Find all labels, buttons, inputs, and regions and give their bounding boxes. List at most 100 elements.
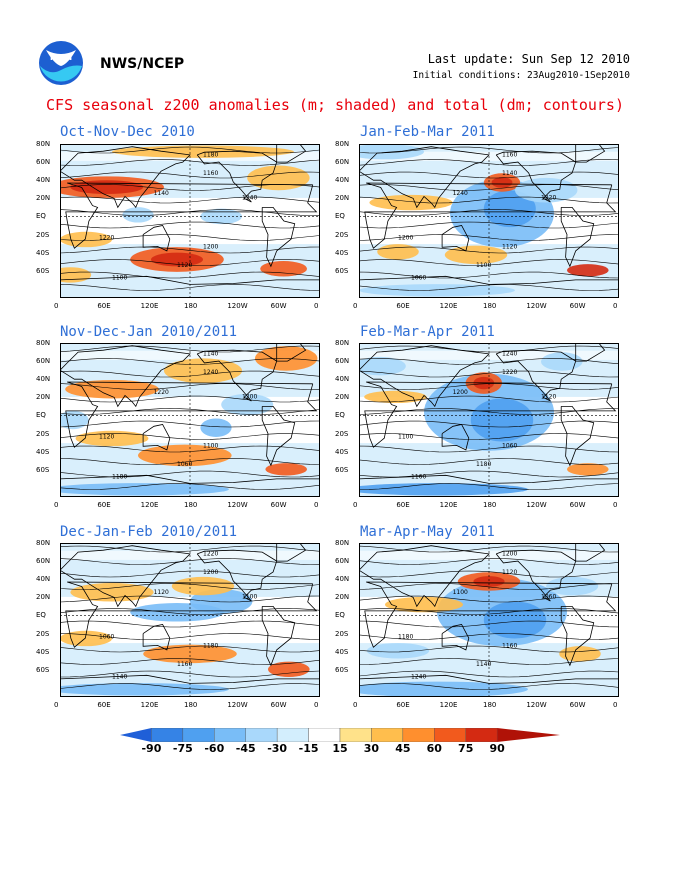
contour-label: 1060 [541, 593, 556, 600]
lat-label: EQ [335, 411, 345, 420]
lat-label: 80N [335, 339, 350, 347]
lat-label: 20S [335, 230, 349, 239]
panel-title: Jan-Feb-Mar 2011 [360, 124, 495, 140]
contour-label: 1120 [177, 262, 192, 269]
lat-label: 60S [36, 465, 50, 474]
contour-label: 1160 [411, 474, 426, 481]
lat-label: 60N [335, 158, 350, 167]
lon-label: 0 [353, 701, 358, 709]
lon-label: 0 [54, 501, 59, 509]
contour-label: 1100 [453, 589, 468, 596]
contour-label: 1140 [154, 190, 169, 197]
contour-label: 1240 [411, 674, 426, 681]
lat-label: 20S [335, 629, 349, 638]
lon-label: 180 [184, 302, 198, 310]
lon-label: 60E [396, 501, 410, 509]
contour-label: 1240 [502, 350, 517, 357]
colorbar-tick-label: -75 [172, 742, 193, 755]
contour-label: 1220 [203, 550, 218, 557]
lat-label: 80N [335, 140, 350, 148]
lat-label: 40N [36, 575, 51, 584]
lon-label: 60E [97, 302, 111, 310]
lon-label: 120W [526, 701, 547, 709]
lon-label: 60W [270, 701, 287, 709]
map-panel: 1240 1220 1200 1120 1100 1060 1180 1160 [359, 343, 619, 497]
lat-label: 60N [335, 357, 350, 366]
lon-label: 60W [270, 302, 287, 310]
contour-label: 1200 [203, 569, 218, 576]
contour-label: 1140 [203, 350, 218, 357]
lat-label: 20S [36, 429, 50, 438]
panel-title: Feb-Mar-Apr 2011 [360, 324, 495, 340]
lon-label: 120E [140, 501, 159, 509]
lat-label: 40S [335, 447, 349, 456]
lat-label: 20N [36, 194, 51, 203]
colorbar-tick-label: 75 [458, 742, 474, 755]
initial-conditions: Initial conditions: 23Aug2010-1Sep2010 [412, 70, 630, 81]
colorbar-tick-label: 60 [426, 742, 442, 755]
contour-label: 1100 [112, 275, 127, 282]
contour-label: 1240 [453, 190, 468, 197]
map-panel: 1220 1200 1120 1100 1060 1180 1160 1140 [60, 543, 320, 697]
colorbar-tick-label: -60 [204, 742, 225, 755]
lon-label: 0 [54, 701, 59, 709]
lat-label: 40N [36, 176, 51, 185]
lat-label: 40S [36, 447, 50, 456]
contour-label: 1120 [502, 244, 517, 251]
contour-label: 1100 [242, 593, 257, 600]
lat-label: 60N [335, 557, 350, 566]
lat-label: EQ [36, 212, 46, 221]
contour-label: 1060 [177, 461, 192, 468]
lat-label: EQ [335, 611, 345, 620]
lon-label: 120E [439, 302, 458, 310]
lon-label: 0 [314, 501, 319, 509]
contour-label: 1200 [502, 550, 517, 557]
lon-label: 180 [483, 302, 497, 310]
lat-label: 20N [335, 393, 350, 402]
panel-title: Nov-Dec-Jan 2010/2011 [60, 324, 238, 340]
lon-label: 120W [227, 501, 248, 509]
lon-label: 180 [483, 501, 497, 509]
contour-label: 1100 [398, 433, 413, 440]
map-panel: 1200 1120 1100 1060 1180 1160 1140 1240 [359, 543, 619, 697]
contour-label: 1220 [502, 369, 517, 376]
lon-label: 120W [526, 501, 547, 509]
colorbar-tick-label: 45 [395, 742, 411, 755]
colorbar-tick-label: -30 [267, 742, 288, 755]
contour-label: 1240 [203, 369, 218, 376]
contour-label: 1160 [177, 661, 192, 668]
contour-label: 1120 [502, 569, 517, 576]
contour-label: 1160 [502, 643, 517, 650]
contour-label: 1100 [203, 443, 218, 450]
lon-label: 60W [270, 501, 287, 509]
colorbar-tick-label: 90 [489, 742, 505, 755]
lat-label: 60S [36, 665, 50, 674]
lon-label: 60E [396, 302, 410, 310]
contour-label: 1200 [242, 393, 257, 400]
lat-label: 20S [36, 230, 50, 239]
lat-label: 20S [36, 629, 50, 638]
lat-label: 40N [335, 575, 350, 584]
lon-label: 60W [569, 701, 586, 709]
contour-label: 1220 [99, 234, 114, 241]
colorbar-tick-label: -15 [298, 742, 319, 755]
page-title: CFS seasonal z200 anomalies (m; shaded) … [46, 96, 624, 114]
lon-label: 60E [97, 701, 111, 709]
contour-label: 1120 [154, 589, 169, 596]
colorbar-tick-label: 30 [363, 742, 380, 755]
lat-label: 80N [335, 539, 350, 547]
lon-label: 60E [97, 501, 111, 509]
colorbar-tick-label: -45 [235, 742, 256, 755]
lon-label: 0 [613, 501, 618, 509]
colorbar-tick-label: 15 [332, 742, 348, 755]
noaa-logo-text: noaa [50, 53, 72, 62]
last-update: Last update: Sun Sep 12 2010 [427, 52, 630, 66]
lon-label: 0 [314, 302, 319, 310]
lon-label: 120W [526, 302, 547, 310]
contour-label: 1140 [476, 661, 491, 668]
contour-label: 1060 [502, 443, 517, 450]
contour-label: 1200 [203, 244, 218, 251]
contour-label: 1200 [453, 389, 468, 396]
contour-label: 1200 [398, 234, 413, 241]
contour-label: 1180 [112, 474, 127, 481]
